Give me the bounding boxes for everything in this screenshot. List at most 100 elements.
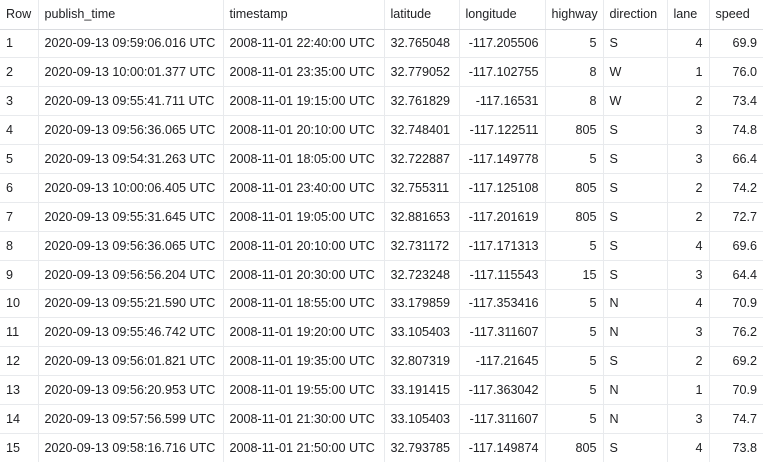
latitude-cell[interactable]: 32.881653 [384, 202, 460, 232]
highway-cell[interactable]: 5 [545, 375, 604, 406]
lane-cell[interactable]: 3 [667, 144, 710, 174]
table-row[interactable]: 10 2020-09-13 09:55:21.590 UTC 2008-11-01 … [0, 289, 763, 319]
speed-cell[interactable]: 72.7 [709, 202, 763, 232]
publish-time-cell[interactable]: 2020-09-13 09:56:36.065 UTC [38, 231, 224, 261]
latitude-cell[interactable]: 32.793785 [384, 433, 460, 463]
row-number-cell[interactable]: 10 [0, 289, 39, 319]
speed-cell[interactable]: 69.6 [709, 231, 763, 261]
latitude-cell[interactable]: 32.807319 [384, 346, 460, 377]
speed-cell[interactable]: 69.2 [709, 346, 763, 377]
publish-time-cell[interactable]: 2020-09-13 09:55:46.742 UTC [38, 317, 224, 348]
speed-cell[interactable]: 64.4 [709, 260, 763, 290]
table-row[interactable]: 12 2020-09-13 09:56:01.821 UTC 2008-11-01 … [0, 346, 763, 377]
publish-time-cell[interactable]: 2020-09-13 09:55:21.590 UTC [38, 289, 224, 319]
publish-time-cell[interactable]: 2020-09-13 09:54:31.263 UTC [38, 144, 224, 174]
highway-cell[interactable]: 5 [545, 231, 604, 261]
highway-cell[interactable]: 8 [545, 86, 604, 117]
highway-cell[interactable]: 15 [545, 260, 604, 290]
row-number-cell[interactable]: 12 [0, 346, 39, 377]
timestamp-cell[interactable]: 2008-11-01 18:05:00 UTC [223, 144, 385, 174]
longitude-cell[interactable]: -117.149874 [459, 433, 546, 463]
speed-cell[interactable]: 74.8 [709, 115, 763, 146]
highway-cell[interactable]: 805 [545, 202, 604, 232]
direction-cell[interactable]: N [603, 289, 668, 319]
lane-cell[interactable]: 4 [667, 433, 710, 463]
speed-cell[interactable]: 74.2 [709, 173, 763, 203]
speed-cell[interactable]: 74.7 [709, 404, 763, 434]
table-row[interactable]: 2 2020-09-13 10:00:01.377 UTC 2008-11-01 2… [0, 57, 763, 88]
highway-cell[interactable]: 805 [545, 433, 604, 463]
table-row[interactable]: 5 2020-09-13 09:54:31.263 UTC 2008-11-01 1… [0, 144, 763, 174]
row-number-cell[interactable]: 8 [0, 231, 39, 261]
column-header-timestamp[interactable]: timestamp [223, 0, 385, 30]
latitude-cell[interactable]: 32.765048 [384, 29, 460, 59]
table-row[interactable]: 3 2020-09-13 09:55:41.711 UTC 2008-11-01 1… [0, 86, 763, 117]
speed-cell[interactable]: 76.0 [709, 57, 763, 88]
publish-time-cell[interactable]: 2020-09-13 09:59:06.016 UTC [38, 29, 224, 59]
highway-cell[interactable]: 5 [545, 346, 604, 377]
publish-time-cell[interactable]: 2020-09-13 09:58:16.716 UTC [38, 433, 224, 463]
publish-time-cell[interactable]: 2020-09-13 09:56:20.953 UTC [38, 375, 224, 406]
lane-cell[interactable]: 2 [667, 86, 710, 117]
row-number-cell[interactable]: 5 [0, 144, 39, 174]
timestamp-cell[interactable]: 2008-11-01 21:50:00 UTC [223, 433, 385, 463]
row-number-cell[interactable]: 13 [0, 375, 39, 406]
timestamp-cell[interactable]: 2008-11-01 19:20:00 UTC [223, 317, 385, 348]
longitude-cell[interactable]: -117.115543 [459, 260, 546, 290]
highway-cell[interactable]: 5 [545, 289, 604, 319]
lane-cell[interactable]: 1 [667, 375, 710, 406]
latitude-cell[interactable]: 32.723248 [384, 260, 460, 290]
direction-cell[interactable]: S [603, 433, 668, 463]
latitude-cell[interactable]: 32.722887 [384, 144, 460, 174]
latitude-cell[interactable]: 32.761829 [384, 86, 460, 117]
row-number-cell[interactable]: 4 [0, 115, 39, 146]
highway-cell[interactable]: 5 [545, 29, 604, 59]
lane-cell[interactable]: 2 [667, 202, 710, 232]
column-header-publish-time[interactable]: publish_time [38, 0, 224, 30]
latitude-cell[interactable]: 32.748401 [384, 115, 460, 146]
column-header-longitude[interactable]: longitude [459, 0, 546, 30]
direction-cell[interactable]: S [603, 260, 668, 290]
publish-time-cell[interactable]: 2020-09-13 09:55:31.645 UTC [38, 202, 224, 232]
speed-cell[interactable]: 70.9 [709, 375, 763, 406]
direction-cell[interactable]: S [603, 29, 668, 59]
highway-cell[interactable]: 8 [545, 57, 604, 88]
publish-time-cell[interactable]: 2020-09-13 09:57:56.599 UTC [38, 404, 224, 434]
speed-cell[interactable]: 66.4 [709, 144, 763, 174]
direction-cell[interactable]: S [603, 115, 668, 146]
latitude-cell[interactable]: 33.105403 [384, 317, 460, 348]
table-row[interactable]: 11 2020-09-13 09:55:46.742 UTC 2008-11-01 … [0, 317, 763, 348]
direction-cell[interactable]: S [603, 202, 668, 232]
table-row[interactable]: 4 2020-09-13 09:56:36.065 UTC 2008-11-01 2… [0, 115, 763, 146]
row-number-cell[interactable]: 6 [0, 173, 39, 203]
column-header-direction[interactable]: direction [603, 0, 668, 30]
timestamp-cell[interactable]: 2008-11-01 18:55:00 UTC [223, 289, 385, 319]
column-header-highway[interactable]: highway [545, 0, 604, 30]
table-row[interactable]: 8 2020-09-13 09:56:36.065 UTC 2008-11-01 2… [0, 231, 763, 261]
lane-cell[interactable]: 4 [667, 29, 710, 59]
row-number-cell[interactable]: 9 [0, 260, 39, 290]
column-header-lane[interactable]: lane [667, 0, 710, 30]
lane-cell[interactable]: 4 [667, 289, 710, 319]
lane-cell[interactable]: 4 [667, 231, 710, 261]
row-number-cell[interactable]: 15 [0, 433, 39, 463]
lane-cell[interactable]: 2 [667, 346, 710, 377]
longitude-cell[interactable]: -117.21645 [459, 346, 546, 377]
column-header-speed[interactable]: speed [709, 0, 763, 30]
publish-time-cell[interactable]: 2020-09-13 09:55:41.711 UTC [38, 86, 224, 117]
speed-cell[interactable]: 69.9 [709, 29, 763, 59]
direction-cell[interactable]: S [603, 231, 668, 261]
latitude-cell[interactable]: 32.731172 [384, 231, 460, 261]
row-number-cell[interactable]: 3 [0, 86, 39, 117]
lane-cell[interactable]: 1 [667, 57, 710, 88]
longitude-cell[interactable]: -117.205506 [459, 29, 546, 59]
publish-time-cell[interactable]: 2020-09-13 09:56:56.204 UTC [38, 260, 224, 290]
highway-cell[interactable]: 5 [545, 404, 604, 434]
publish-time-cell[interactable]: 2020-09-13 09:56:36.065 UTC [38, 115, 224, 146]
table-row[interactable]: 7 2020-09-13 09:55:31.645 UTC 2008-11-01 1… [0, 202, 763, 232]
speed-cell[interactable]: 70.9 [709, 289, 763, 319]
timestamp-cell[interactable]: 2008-11-01 19:15:00 UTC [223, 86, 385, 117]
direction-cell[interactable]: W [603, 86, 668, 117]
row-number-cell[interactable]: 14 [0, 404, 39, 434]
direction-cell[interactable]: S [603, 173, 668, 203]
